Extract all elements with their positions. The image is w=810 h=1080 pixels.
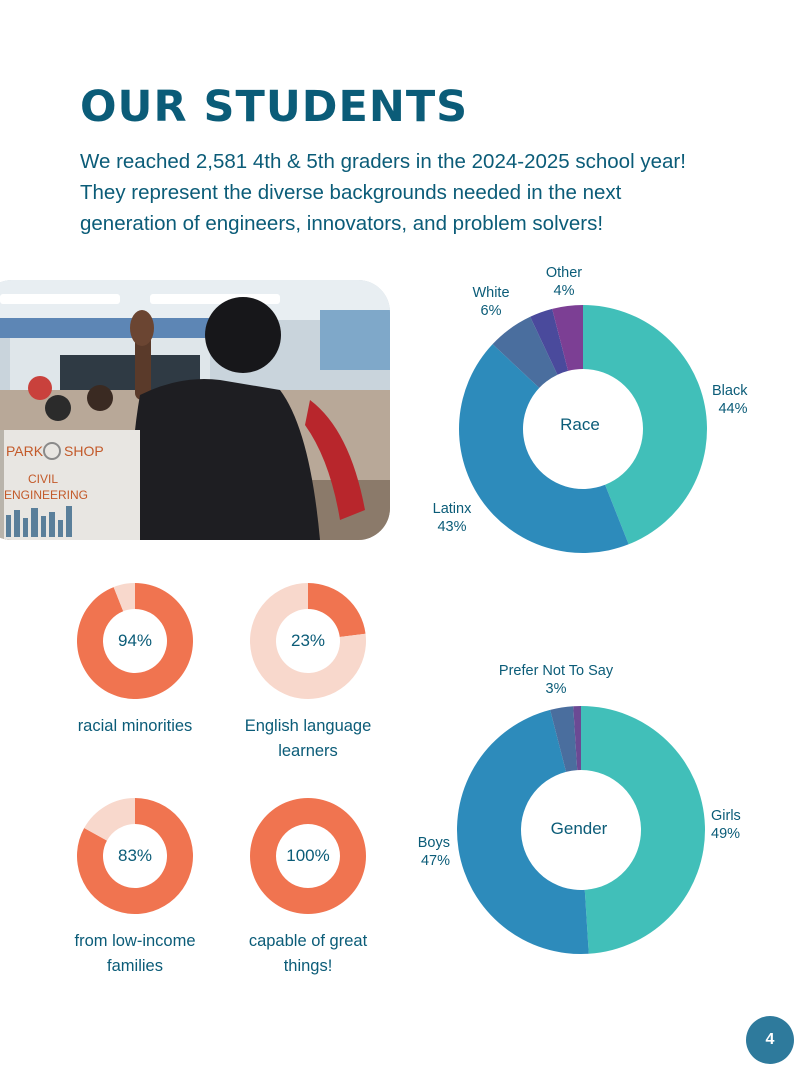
stat-3-slice-value [308,583,366,637]
classroom-photo-image: PARK SHOP CIVIL ENGINEERING [0,280,390,540]
stat-donut-english-learners [250,583,366,699]
race-label-white-value: 6% [480,303,502,319]
gender-slice-prefer-not-to-say [550,706,578,772]
sign-text-3: CIVIL [28,472,58,486]
race-slice-unlabeled [530,308,569,375]
gender-donut-chart [457,706,705,954]
race-donut-chart [459,305,707,553]
race-label-black-value: 44% [718,401,748,417]
stat-caption-racial-minorities: racial minorities [77,717,193,735]
classroom-photo: PARK SHOP CIVIL ENGINEERING [0,280,390,540]
race-label-white: White 6% [466,284,516,320]
gender-label-prefer-not: Prefer Not To Say 3% [486,662,626,698]
race-slice-white [492,316,558,388]
stat-2-slice-value [77,583,193,699]
stat-donut-racial-minorities [77,583,193,699]
stat-donut-capable [250,798,366,914]
race-label-latinx: Latinx 43% [426,500,478,536]
race-center-label: Race [560,415,600,434]
gender-label-girls-name: Girls [711,808,741,824]
stat-4-slice-remainder [84,798,135,841]
sign-text-1: PARK [6,443,44,459]
stat-value-low-income: 83% [117,846,153,865]
page-title: OUR STUDENTS [80,82,469,132]
gender-label-girls: Girls 49% [711,807,741,843]
race-label-white-name: White [472,285,510,301]
race-label-other-value: 4% [553,283,575,299]
stat-caption-english-learners: English language learners [244,717,372,760]
gender-slice-boys [457,709,589,954]
stat-5-slice-value [250,798,366,914]
gender-slice-unlabeled [573,706,581,771]
stat-value-english-learners: 23% [290,631,326,650]
gender-slice-girls [581,706,705,954]
stat-caption-low-income: from low-income families [74,932,196,975]
gender-label-prefer-not-value: 3% [545,681,567,697]
race-slice-other [552,305,583,371]
stat-3-slice-remainder [250,583,366,699]
stat-2-slice-remainder [113,583,135,612]
race-label-latinx-value: 43% [437,519,467,535]
stat-donut-low-income [77,798,193,914]
race-label-black: Black 44% [712,382,747,418]
race-label-black-name: Black [712,383,748,399]
gender-label-boys: Boys 47% [406,834,450,870]
sign-text-2: SHOP [64,443,104,459]
race-label-latinx-name: Latinx [432,501,472,517]
race-label-other-name: Other [545,265,583,281]
gender-label-boys-name: Boys [417,835,450,851]
gender-center-label: Gender [550,819,608,838]
page-number-badge: 4 [746,1016,794,1064]
gender-label-prefer-not-name: Prefer Not To Say [498,663,614,679]
gender-label-boys-value: 47% [420,853,450,869]
race-label-other: Other 4% [539,264,589,300]
sign-text-4: ENGINEERING [4,488,88,502]
race-slice-black [583,305,707,545]
stat-4-slice-value [77,798,193,914]
race-slice-latinx [459,344,629,553]
stat-value-racial-minorities: 94% [117,631,153,650]
stat-caption-capable: capable of great things! [248,932,368,975]
stat-value-capable: 100% [286,846,330,865]
gender-label-girls-value: 49% [711,826,741,842]
intro-paragraph: We reached 2,581 4th & 5th graders in th… [80,150,686,235]
